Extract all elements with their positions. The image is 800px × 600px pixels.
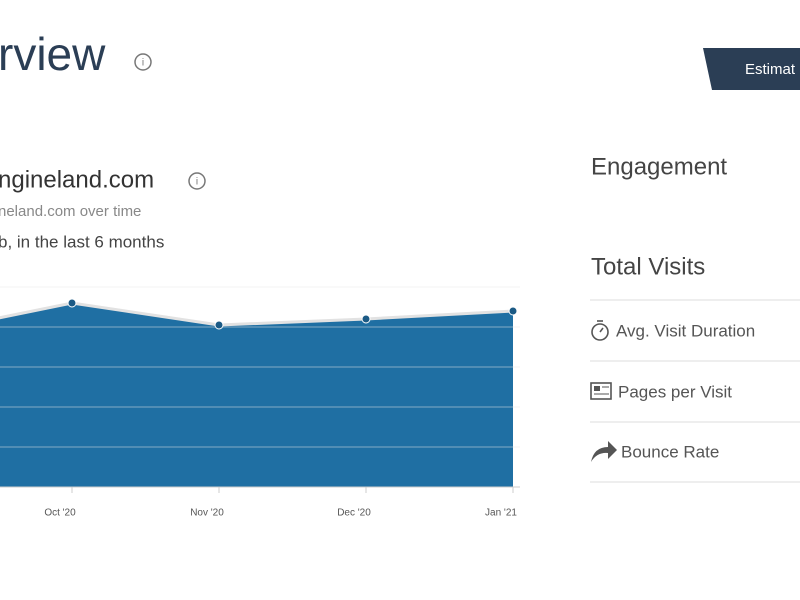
engagement-title: Engagement — [591, 153, 727, 180]
point — [214, 320, 224, 330]
point — [361, 314, 371, 324]
card-caption: b, in the last 6 months — [0, 232, 164, 251]
point — [508, 306, 518, 316]
card-title: ngineland.com — [0, 166, 154, 193]
metrics-title: Total Visits — [591, 253, 705, 280]
area — [0, 303, 513, 487]
chart: Oct '20 Nov '20 Dec '20 Jan '21 — [0, 286, 520, 519]
timer-icon — [591, 320, 609, 341]
svg-text:i: i — [142, 58, 144, 69]
x-tick-label: Dec '20 — [337, 508, 371, 519]
x-tick-label: Nov '20 — [190, 508, 224, 519]
x-tick-label: Jan '21 — [485, 508, 517, 519]
info-icon[interactable]: i — [188, 172, 206, 190]
card-subtitle: neland.com over time — [0, 203, 141, 220]
button-label[interactable]: Estimat — [745, 61, 796, 78]
estimate-button[interactable] — [703, 48, 800, 90]
pages-icon — [590, 382, 612, 400]
metric-label: Bounce Rate — [621, 442, 719, 461]
metric-label: Avg. Visit Duration — [616, 321, 755, 340]
page-title: rview — [0, 28, 106, 80]
svg-text:i: i — [196, 177, 198, 188]
point — [67, 298, 77, 308]
metric-label: Pages per Visit — [618, 382, 732, 401]
bounce-icon — [591, 441, 617, 462]
x-tick-label: Oct '20 — [44, 508, 76, 519]
info-icon[interactable]: i — [134, 53, 152, 71]
